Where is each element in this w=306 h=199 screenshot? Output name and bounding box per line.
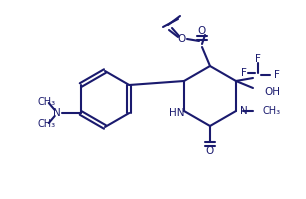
Text: O: O [198, 26, 206, 36]
Text: O: O [206, 146, 214, 156]
Text: N: N [53, 108, 61, 118]
Text: HN: HN [169, 108, 185, 118]
Text: F: F [241, 68, 247, 78]
Text: CH₃: CH₃ [38, 119, 56, 129]
Text: N: N [240, 106, 248, 116]
Text: F: F [274, 70, 280, 80]
Text: CH₃: CH₃ [263, 106, 281, 116]
Text: CH₃: CH₃ [38, 97, 56, 107]
Text: F: F [255, 54, 261, 64]
Text: O: O [178, 34, 186, 44]
Text: OH: OH [264, 87, 280, 97]
